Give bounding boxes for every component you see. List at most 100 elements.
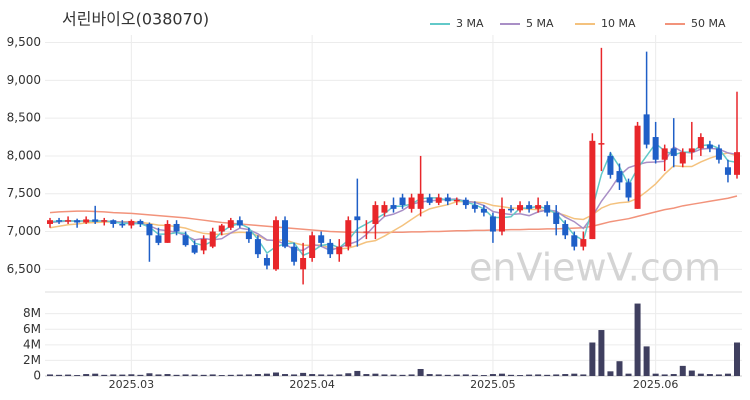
volume-bar bbox=[724, 373, 731, 376]
candle-body bbox=[363, 231, 370, 233]
candle-body bbox=[47, 220, 53, 224]
y-tick-label: 7,500 bbox=[7, 186, 41, 200]
candle-body bbox=[408, 197, 415, 209]
candle-body bbox=[209, 231, 216, 247]
candle-body bbox=[128, 220, 135, 226]
volume-bar bbox=[643, 346, 650, 376]
volume-bar bbox=[191, 374, 198, 376]
candle-body bbox=[254, 239, 261, 255]
candle-body bbox=[661, 148, 668, 160]
volume-bar bbox=[498, 373, 505, 376]
volume-tick-label: 8M bbox=[23, 306, 41, 320]
y-tick-label: 7,000 bbox=[7, 224, 41, 238]
candle-body bbox=[101, 220, 108, 222]
candle-body bbox=[562, 223, 569, 236]
volume-bar bbox=[444, 374, 451, 376]
candle-body bbox=[544, 205, 551, 213]
volume-bar bbox=[300, 372, 307, 376]
candle-body bbox=[715, 148, 722, 160]
volume-bar bbox=[553, 374, 560, 376]
candle-body bbox=[535, 205, 542, 209]
volume-bar bbox=[327, 374, 334, 376]
candle-body bbox=[372, 205, 379, 224]
volume-bar bbox=[227, 374, 234, 376]
volume-bar bbox=[661, 374, 668, 376]
volume-bar bbox=[381, 374, 388, 376]
candle-body bbox=[354, 216, 361, 221]
volume-bar bbox=[399, 374, 406, 376]
legend-label: 3 MA bbox=[456, 17, 484, 30]
candle-body bbox=[272, 220, 279, 270]
candle-body bbox=[652, 137, 659, 160]
candle-body bbox=[110, 220, 117, 224]
volume-bar bbox=[544, 374, 551, 376]
volume-bar bbox=[508, 374, 515, 376]
volume-bar bbox=[363, 374, 370, 376]
volume-bar bbox=[155, 374, 162, 376]
candle-body bbox=[182, 235, 189, 246]
ma-line bbox=[49, 195, 738, 234]
y-tick-label: 8,000 bbox=[7, 148, 41, 162]
candle-body bbox=[327, 242, 334, 255]
candle-body bbox=[571, 235, 578, 247]
x-tick-label: 2025.04 bbox=[289, 378, 335, 391]
volume-bar bbox=[336, 374, 343, 376]
volume-bar bbox=[688, 370, 695, 376]
candle-body bbox=[471, 205, 478, 209]
candle-body bbox=[218, 225, 225, 232]
candle-body bbox=[508, 208, 515, 211]
candle-body bbox=[300, 257, 307, 270]
volume-tick-label: 0 bbox=[33, 369, 41, 383]
volume-bar bbox=[372, 373, 379, 376]
candle-body bbox=[607, 155, 614, 175]
y-tick-label: 8,500 bbox=[7, 111, 41, 125]
candle-body bbox=[65, 220, 72, 222]
candle-body bbox=[173, 223, 180, 232]
legend-label: 5 MA bbox=[526, 17, 554, 30]
candle-body bbox=[417, 193, 424, 209]
candle-body bbox=[345, 220, 352, 247]
candle-body bbox=[146, 223, 153, 236]
candle-body bbox=[83, 219, 90, 223]
volume-bar bbox=[173, 374, 180, 376]
candle-body bbox=[688, 148, 695, 153]
candle-body bbox=[318, 235, 325, 243]
x-tick-label: 2025.05 bbox=[470, 378, 516, 391]
volume-bar bbox=[218, 375, 225, 376]
volume-bar bbox=[652, 373, 659, 376]
volume-bar bbox=[245, 374, 252, 376]
candle-body bbox=[164, 223, 171, 243]
volume-bar bbox=[92, 373, 99, 376]
candle-body bbox=[489, 216, 496, 232]
candle-body bbox=[309, 235, 316, 258]
x-tick-label: 2025.03 bbox=[109, 378, 155, 391]
candle-body bbox=[74, 220, 81, 223]
ma-line bbox=[49, 152, 738, 250]
volume-bar bbox=[119, 374, 126, 376]
volume-bar bbox=[74, 375, 81, 376]
candle-body bbox=[616, 171, 623, 183]
volume-bar bbox=[65, 374, 72, 376]
candle-body bbox=[697, 137, 704, 149]
candle-body bbox=[553, 212, 560, 224]
candle-body bbox=[435, 197, 442, 203]
candle-body bbox=[580, 239, 587, 247]
candle-body bbox=[498, 208, 505, 232]
candle-body bbox=[92, 219, 99, 222]
volume-bar bbox=[354, 370, 361, 376]
candle-body bbox=[598, 143, 605, 145]
volume-bar bbox=[562, 374, 569, 376]
candle-body bbox=[381, 205, 388, 213]
candle-body bbox=[517, 205, 524, 211]
volume-bar bbox=[580, 374, 587, 376]
volume-bar bbox=[435, 374, 442, 376]
candle-body bbox=[625, 182, 632, 198]
candle-body bbox=[56, 220, 63, 222]
volume-bar bbox=[417, 368, 424, 376]
volume-bar bbox=[571, 373, 578, 376]
volume-bar bbox=[526, 374, 533, 376]
volume-bar bbox=[56, 374, 63, 376]
volume-bar bbox=[489, 374, 496, 376]
volume-bar bbox=[706, 374, 713, 376]
volume-bar bbox=[670, 374, 677, 376]
